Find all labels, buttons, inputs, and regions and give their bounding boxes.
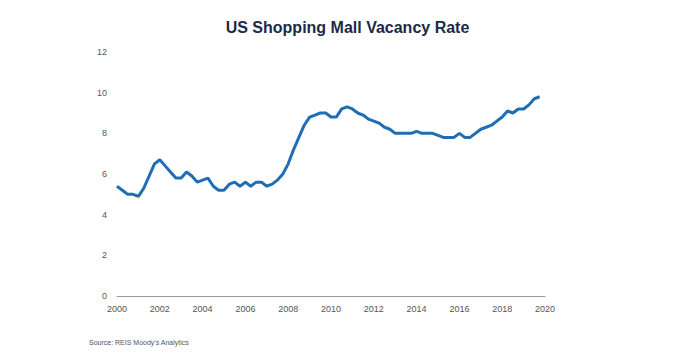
svg-text:2008: 2008: [278, 304, 298, 314]
svg-text:4: 4: [102, 210, 107, 220]
svg-text:12: 12: [97, 47, 107, 57]
svg-text:0: 0: [102, 291, 107, 301]
svg-text:2016: 2016: [449, 304, 469, 314]
svg-text:2000: 2000: [107, 304, 127, 314]
svg-text:2014: 2014: [407, 304, 427, 314]
svg-text:2010: 2010: [321, 304, 341, 314]
svg-text:US Shopping Mall Vacancy Rate: US Shopping Mall Vacancy Rate: [226, 19, 470, 36]
svg-text:2: 2: [102, 250, 107, 260]
svg-text:8: 8: [102, 128, 107, 138]
svg-text:2004: 2004: [193, 304, 213, 314]
svg-text:10: 10: [97, 88, 107, 98]
svg-text:2018: 2018: [492, 304, 512, 314]
svg-text:Source: REIS Moody's Analytics: Source: REIS Moody's Analytics: [89, 339, 189, 347]
svg-text:2006: 2006: [235, 304, 255, 314]
svg-text:6: 6: [102, 169, 107, 179]
svg-text:2002: 2002: [150, 304, 170, 314]
svg-text:2020: 2020: [535, 304, 555, 314]
svg-text:2012: 2012: [364, 304, 384, 314]
